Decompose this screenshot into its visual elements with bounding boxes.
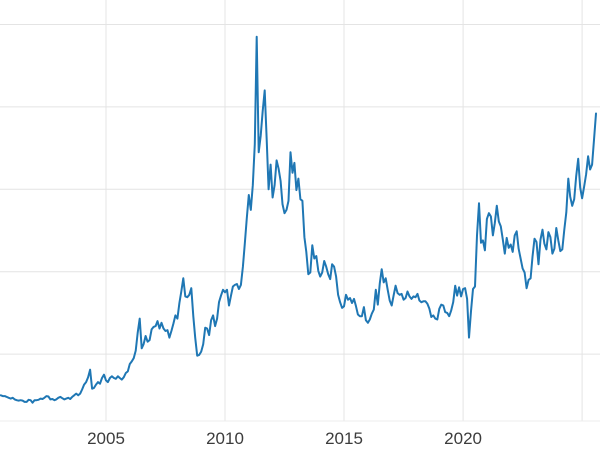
x-axis-tick-labels: 2005 2010 2015 2020 xyxy=(87,429,482,448)
x-tick-label: 2010 xyxy=(206,429,244,448)
price-series-line xyxy=(0,35,597,404)
x-tick-label: 2015 xyxy=(325,429,363,448)
x-tick-label: 2005 xyxy=(87,429,125,448)
gridlines xyxy=(0,0,600,422)
x-tick-label: 2020 xyxy=(444,429,482,448)
